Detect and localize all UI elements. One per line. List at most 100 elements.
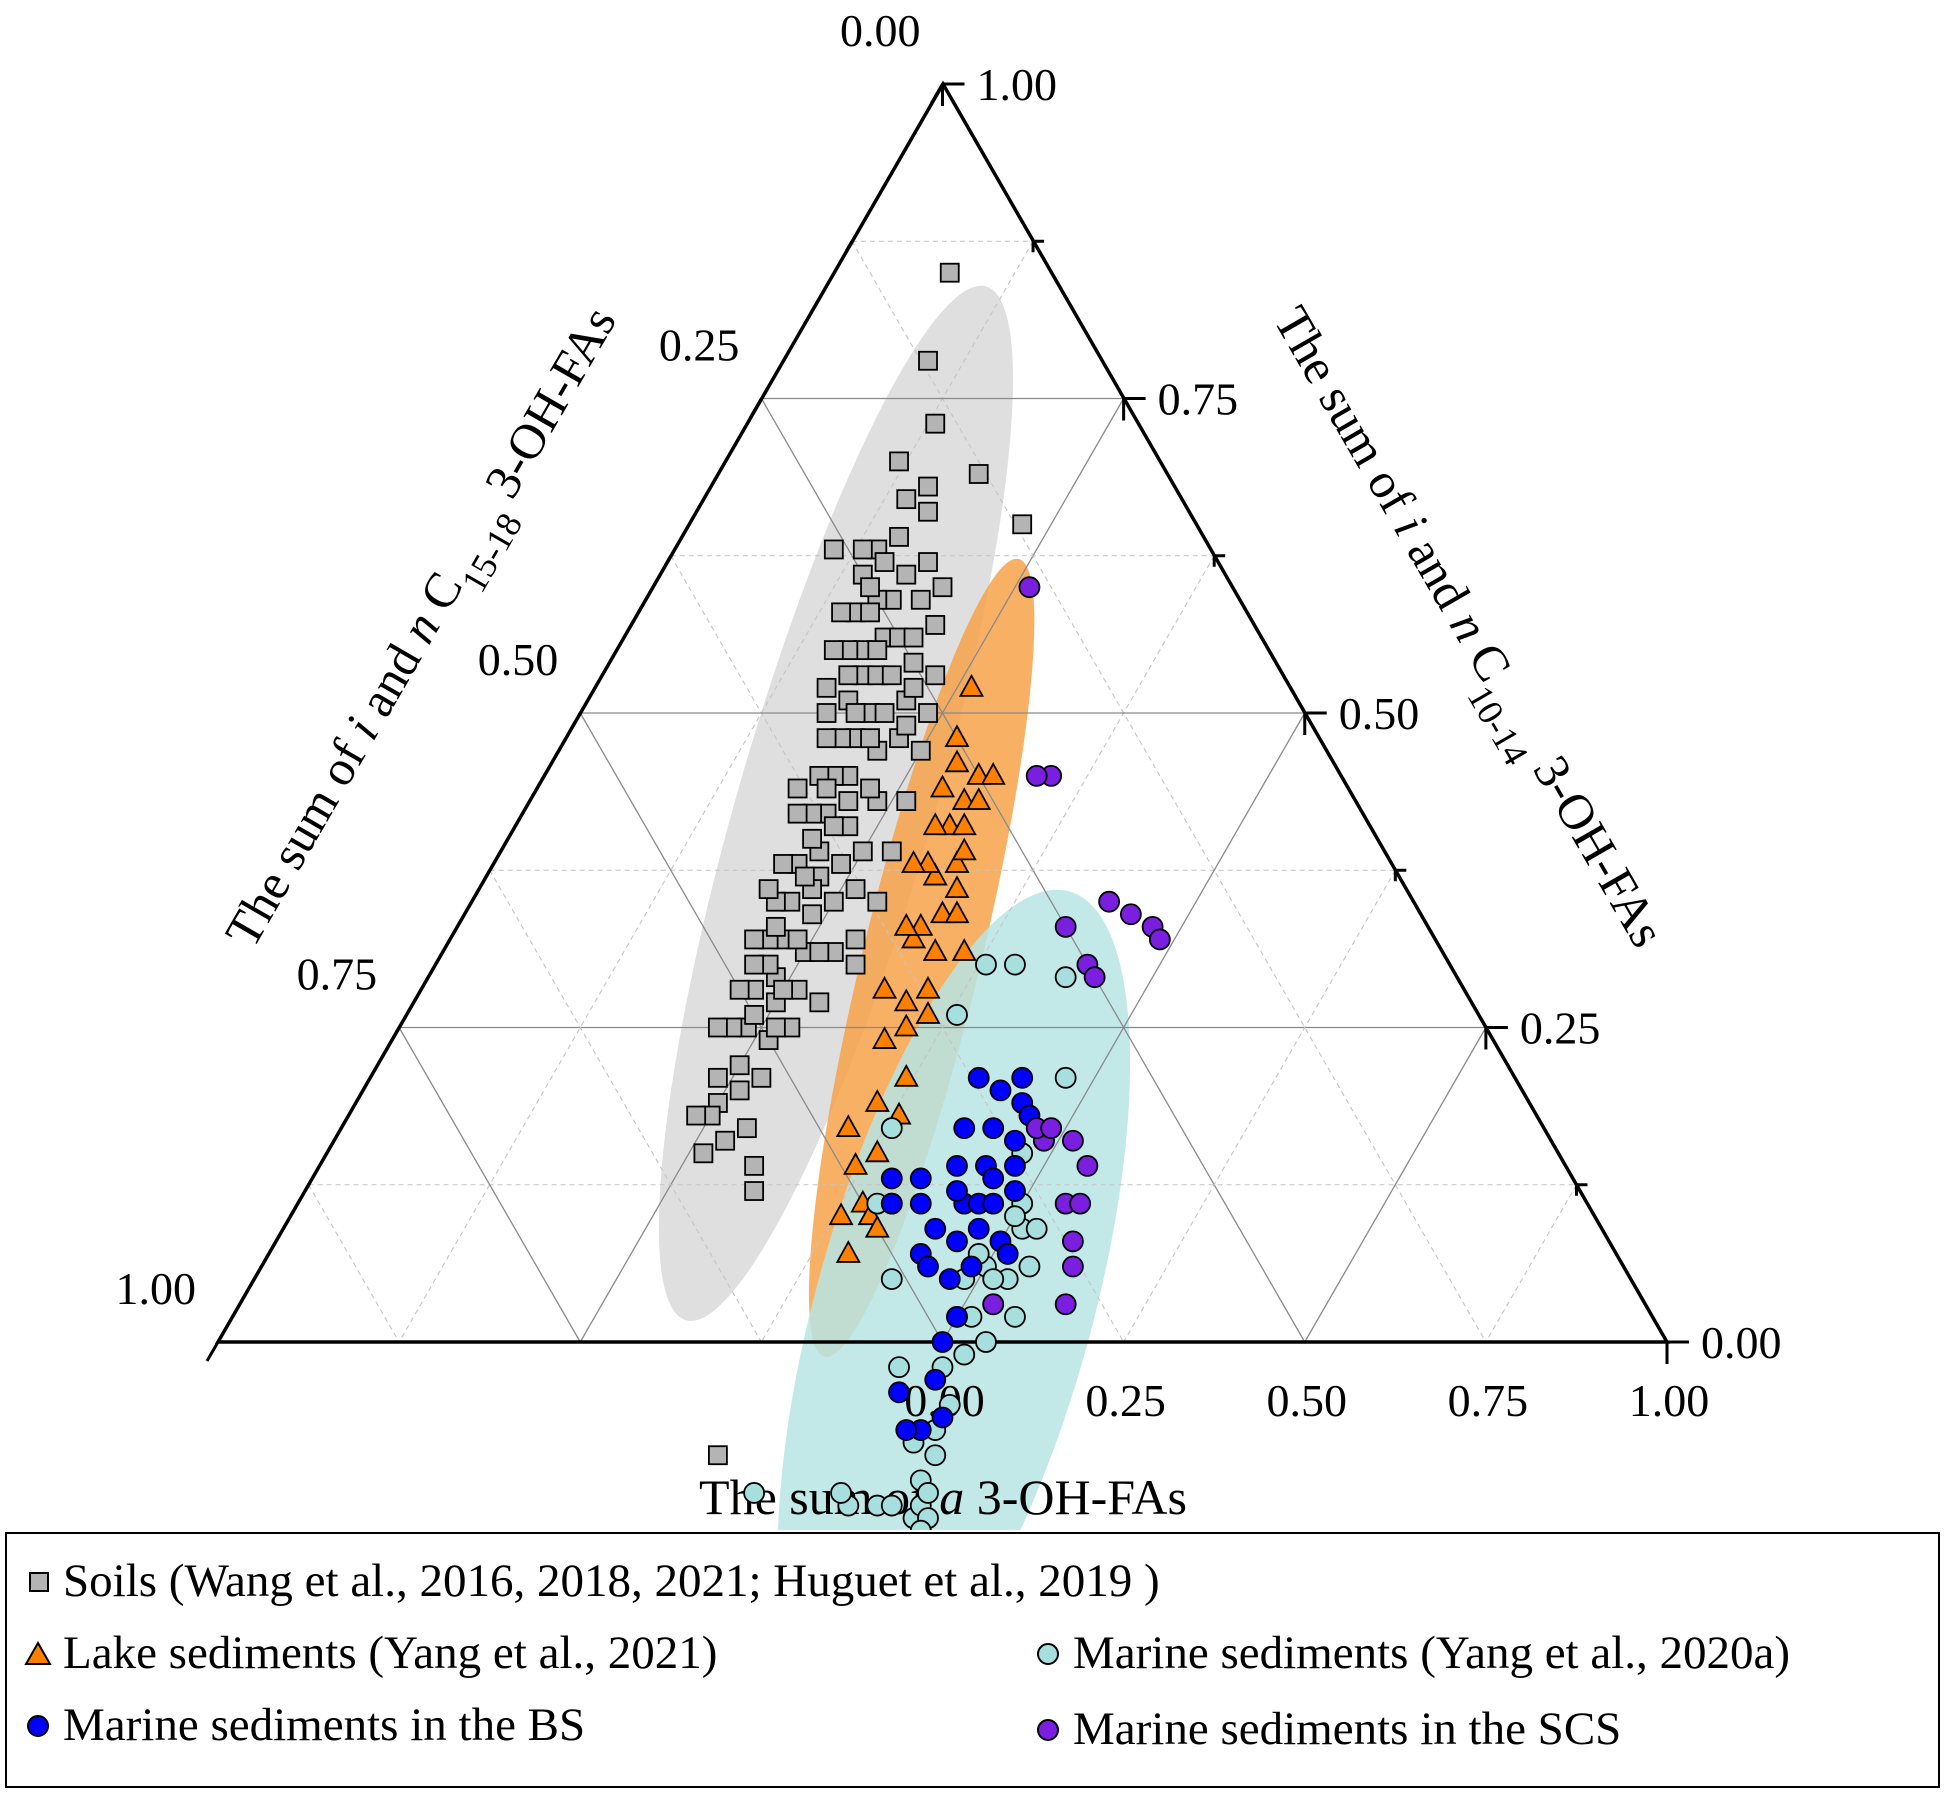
point-lake	[980, 762, 1006, 785]
point-lake	[944, 749, 970, 773]
point-soil	[773, 854, 794, 874]
tick-left	[749, 397, 763, 419]
point-series-3	[960, 1255, 983, 1278]
point-soil	[744, 1155, 765, 1176]
tick-label-bottom: 0.75	[1448, 1375, 1529, 1426]
point-series-3	[917, 1255, 939, 1278]
point-soil	[831, 602, 851, 623]
point-soil	[823, 891, 844, 912]
point-lake	[893, 912, 919, 936]
gridline-left	[670, 555, 1125, 1343]
point-soil	[910, 589, 931, 610]
point-soil	[715, 1130, 736, 1151]
point-soil	[823, 640, 844, 660]
gridline-bottom	[1123, 869, 1396, 1343]
point-soil	[816, 728, 837, 749]
point-soil	[896, 715, 917, 736]
point-series-3	[1011, 1066, 1034, 1089]
tick-left	[567, 712, 582, 733]
point-soil	[744, 954, 765, 975]
tick-label-right: 0.25	[1520, 1003, 1601, 1054]
point-series-3	[946, 1305, 968, 1328]
point-soil	[708, 1017, 728, 1038]
legend-label-marine-yang: Marine sediments (Yang et al., 2020a)	[1073, 1627, 1791, 1679]
point-series-3	[982, 1117, 1005, 1140]
point-series-3	[1004, 1154, 1026, 1177]
point-soil	[939, 262, 960, 283]
circle-marker-icon	[1031, 1637, 1065, 1671]
legend-item-bs: Marine sediments in the BS	[21, 1702, 585, 1749]
point-series-4	[1018, 576, 1041, 599]
point-soil	[932, 577, 953, 598]
point-soil	[838, 665, 859, 686]
point-series-3	[946, 1180, 968, 1202]
point-soil	[816, 703, 837, 723]
point-series-2	[909, 1519, 932, 1530]
legend-item-scs: Marine sediments in the SCS	[1031, 1706, 1621, 1753]
tick-label-left: 0.25	[659, 320, 740, 371]
axis-title-part: 3-OH-FAs	[1516, 735, 1676, 956]
tick-label-right: 0.00	[1701, 1317, 1782, 1368]
axis-title-left: The sum of i and n C15-18 3-OH-FAs	[214, 297, 642, 965]
point-lake	[900, 850, 927, 873]
point-series-2	[1004, 1205, 1026, 1228]
tick-label-left: 0.50	[478, 634, 559, 685]
tick-left	[482, 869, 491, 881]
tick-label-right: 0.75	[1158, 374, 1239, 425]
point-series-4	[1062, 1255, 1084, 1278]
legend-label-soils: Soils (Wang et al., 2016, 2018, 2021; Hu…	[63, 1555, 1160, 1607]
point-series-2	[975, 953, 997, 976]
point-lake	[929, 774, 956, 798]
tick-left	[845, 240, 854, 252]
point-soil	[918, 476, 938, 497]
point-series-2	[1025, 1217, 1048, 1240]
point-lake	[835, 1240, 861, 1263]
point-series-4	[1062, 1230, 1084, 1253]
point-soil	[845, 879, 866, 900]
point-series-3	[888, 1381, 910, 1404]
tick-labels: 0.00 0.25 0.50 0.75 1.00 0.00 0.25 0.50 0.75 1.00…	[116, 5, 1782, 1426]
data-points	[686, 262, 1171, 1530]
tick-left	[205, 1341, 220, 1362]
point-lake	[944, 850, 970, 873]
point-soil	[787, 803, 808, 824]
point-series-4	[1098, 890, 1121, 913]
point-lake	[922, 812, 948, 836]
axis-title-part: The sum of	[214, 720, 383, 956]
point-series-2	[880, 1268, 903, 1290]
point-soil	[693, 1143, 714, 1164]
point-soil	[729, 1080, 750, 1101]
point-soil	[918, 703, 938, 723]
point-lake	[835, 1114, 861, 1138]
axis-title-part: The sum of	[699, 1469, 939, 1525]
legend-item-lake: Lake sediments (Yang et al., 2021)	[21, 1630, 717, 1677]
gridline-left	[398, 1027, 581, 1343]
point-soil	[816, 778, 837, 799]
point-series-3	[880, 1167, 903, 1190]
point-soil	[903, 652, 924, 673]
point-series-2	[1018, 1255, 1041, 1278]
point-series-2	[975, 1331, 997, 1353]
point-series-4	[1054, 915, 1077, 938]
gridline-bottom	[1304, 1027, 1487, 1343]
point-series-2	[982, 1268, 1005, 1290]
point-soil	[852, 841, 873, 862]
point-soil	[765, 916, 786, 937]
point-soil	[925, 413, 946, 434]
point-series-4	[1062, 1129, 1084, 1152]
tick-label-left: 0.75	[297, 949, 378, 1000]
tick-label-right: 0.50	[1339, 688, 1420, 739]
axis-title-bottom: The sum of a 3-OH-FAs	[699, 1469, 1187, 1525]
point-series-2	[880, 1117, 903, 1140]
point-series-4	[1119, 903, 1142, 926]
legend-label-scs: Marine sediments in the SCS	[1073, 1703, 1622, 1755]
square-marker-icon	[21, 1565, 55, 1599]
point-lake	[944, 900, 970, 924]
point-lake	[951, 837, 977, 861]
point-soil	[867, 891, 888, 912]
point-series-3	[967, 1217, 990, 1240]
point-soil	[845, 954, 866, 975]
point-soil	[765, 1017, 786, 1038]
point-soil	[802, 904, 822, 925]
legend: Soils (Wang et al., 2016, 2018, 2021; Hu…	[5, 1532, 1940, 1788]
